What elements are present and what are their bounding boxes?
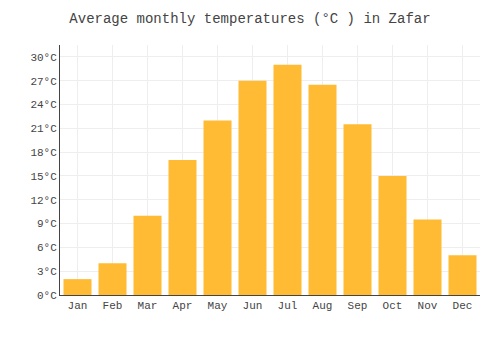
svg-text:18°C: 18°C (30, 147, 57, 159)
svg-text:24°C: 24°C (30, 99, 57, 111)
svg-text:Jun: Jun (243, 300, 263, 312)
svg-text:0°C: 0°C (37, 290, 57, 302)
svg-text:Mar: Mar (138, 300, 158, 312)
svg-text:May: May (208, 300, 228, 312)
svg-text:3°C: 3°C (37, 266, 57, 278)
svg-text:27°C: 27°C (30, 76, 57, 88)
svg-text:Dec: Dec (453, 300, 473, 312)
svg-text:Apr: Apr (173, 300, 193, 312)
svg-text:Jan: Jan (68, 300, 88, 312)
svg-text:Sep: Sep (348, 300, 368, 312)
svg-text:9°C: 9°C (37, 218, 57, 230)
svg-text:Aug: Aug (313, 300, 333, 312)
svg-text:Oct: Oct (383, 300, 403, 312)
svg-text:Average monthly temperatures (: Average monthly temperatures (°C ) in Za… (69, 11, 430, 27)
svg-text:15°C: 15°C (30, 171, 57, 183)
svg-text:21°C: 21°C (30, 123, 57, 135)
svg-text:12°C: 12°C (30, 195, 57, 207)
svg-text:6°C: 6°C (37, 242, 57, 254)
svg-text:30°C: 30°C (30, 52, 57, 64)
svg-text:Feb: Feb (103, 300, 123, 312)
svg-text:Nov: Nov (418, 300, 438, 312)
svg-text:Jul: Jul (278, 300, 298, 312)
